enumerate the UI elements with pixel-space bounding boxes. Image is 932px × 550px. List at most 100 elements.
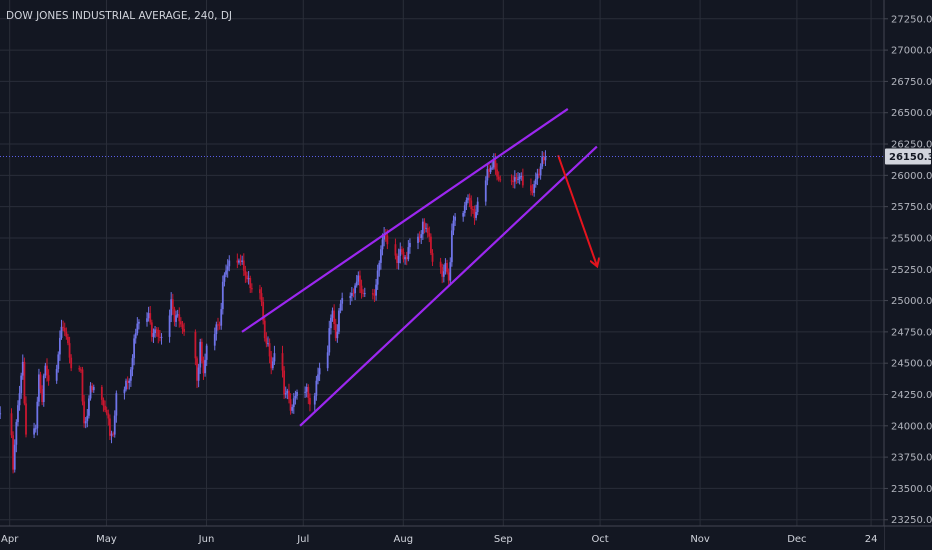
candle-body [450,230,453,263]
candle-body [423,221,426,229]
candle-body [394,244,397,256]
candle-body [465,200,468,206]
price-axis-tick-label: 23500.00 [891,484,932,495]
candle-body [331,310,334,318]
candle-body [355,281,358,286]
price-axis-tick-label: 23750.00 [891,453,932,464]
candle-body [226,266,229,271]
candle-body [475,211,477,218]
candle-body [494,160,497,170]
candle-body [291,407,294,411]
candle-body [65,331,68,337]
candle-body [129,369,132,381]
candle-body [107,413,110,419]
time-axis-tick-label: Sep [494,534,513,545]
candle-body [357,275,360,282]
candle-body [228,260,231,267]
candle-body [199,341,202,368]
candle-body [533,184,536,193]
price-axis[interactable]: 23250.00 23500.00 23750.00 24000.00 24250.00… [883,0,932,550]
candle-body [307,386,310,398]
candle-body [150,322,153,337]
candle-body [431,253,434,262]
candle-body [250,288,253,290]
candle-body [225,270,227,275]
candle-body [425,227,427,229]
candle-body [336,331,339,339]
candle-body [304,391,306,393]
price-axis-tick-label: 24750.00 [891,327,932,338]
candle-body [39,374,42,390]
candle-body [497,176,500,180]
candle-body [155,329,158,331]
candle-body [520,176,523,178]
candle-body [178,314,181,322]
candle-body [242,260,245,271]
candle-body [159,336,161,338]
lower-channel-line[interactable] [299,145,598,427]
last-price-tag-box [885,148,931,165]
candle-body [12,435,15,470]
candle-body [373,294,376,296]
candle-body [18,393,21,406]
candle-body [146,318,148,322]
upper-channel-line[interactable] [241,108,569,333]
candle-body [138,321,140,324]
price-axis-tick-label: 25000.00 [891,296,932,307]
candle-body [34,428,37,430]
time-axis-background [0,526,884,550]
candle-body [315,380,318,396]
candle-body [236,260,239,263]
candle-body [339,303,342,311]
candle-body [397,255,400,263]
price-axis-tick-label: 27250.00 [891,14,932,25]
candle-body [41,389,44,403]
candle-body [354,285,356,294]
last-price-tag: 26150.38 [885,148,932,165]
price-axis-tick-label: 26000.00 [891,171,932,182]
candle-body [147,313,150,319]
candle-body [471,209,474,211]
candlestick-series [0,150,547,474]
downward-projection-arrow[interactable] [557,154,597,265]
candle-body [47,375,50,381]
candle-body [89,385,92,399]
candle-body [83,401,85,424]
candle-body [15,422,18,445]
time-axis[interactable]: Apr May Jun Jul Aug Sep Oct Nov Dec 24 [0,525,932,550]
last-price-tag-label: 26150.38 [889,152,932,163]
candle-body [241,260,244,262]
candle-body [194,331,197,359]
drawing-annotations[interactable] [241,108,598,427]
candle-body [63,327,66,332]
candle-body [38,374,40,402]
candle-body [517,178,519,180]
candle-body [334,324,337,339]
candle-body [60,326,63,338]
candle-body [17,405,19,423]
candle-body [13,444,16,470]
candle-body [265,338,268,344]
candle-body [100,386,103,400]
price-axis-tick-label: 23250.00 [891,515,932,526]
candle-body [0,413,2,415]
candle-body [486,169,489,181]
candle-body [149,313,152,323]
candle-body [383,234,386,240]
candle-body [542,156,545,161]
candle-body [499,179,502,181]
candle-body [21,361,24,376]
candle-body [534,179,537,185]
candle-body [263,320,266,339]
candle-body [105,409,108,414]
price-axis-background [884,0,932,550]
candle-body [271,361,274,369]
candle-body [449,262,452,281]
candle-body [468,197,471,201]
candle-body [196,358,198,381]
candle-body [531,190,534,193]
candle-body [352,293,355,295]
candle-body [330,317,332,329]
